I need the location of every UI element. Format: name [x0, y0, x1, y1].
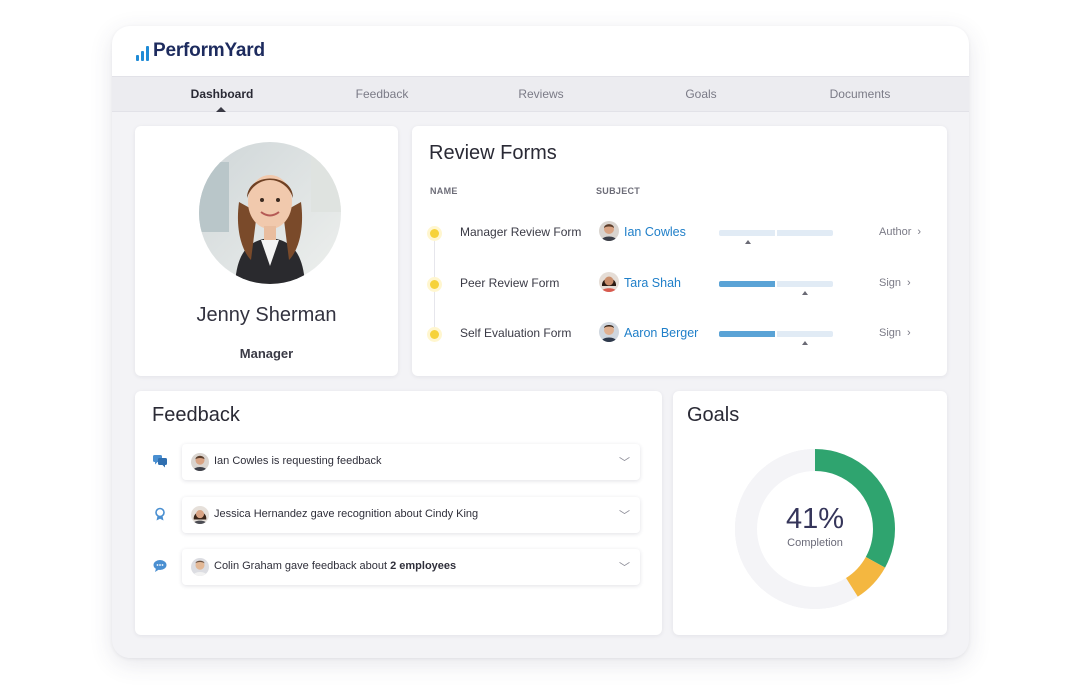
progress-fill: [719, 331, 776, 337]
chevron-down-icon[interactable]: ﹀: [619, 510, 630, 522]
progress-bar: [719, 331, 833, 337]
progress-bar: [719, 281, 833, 287]
action-label: Sign: [879, 327, 902, 339]
chevron-right-icon: ›: [907, 277, 911, 289]
goals-donut-chart: [735, 449, 895, 609]
chat-bubbles-icon: [153, 455, 167, 468]
review-row[interactable]: Peer Review Form Tara Shah Sign ›: [412, 268, 947, 298]
top-bar: PerformYard: [112, 26, 969, 76]
profile-avatar[interactable]: [199, 142, 341, 284]
action-label: Sign: [879, 277, 902, 289]
tab-goals[interactable]: Goals: [685, 87, 717, 101]
status-dot: [430, 229, 439, 238]
goals-card: Goals 41% Completion: [673, 391, 947, 635]
brand-logo[interactable]: PerformYard: [136, 40, 265, 62]
progress-marker: [745, 240, 751, 244]
feedback-text: Ian Cowles is requesting feedback: [214, 455, 382, 467]
author-action[interactable]: Author ›: [879, 226, 921, 238]
progress-marker: [802, 291, 808, 295]
profile-role: Manager: [239, 346, 294, 361]
completion-value: 41%: [785, 503, 845, 535]
donut-segment-complete: [735, 449, 895, 609]
active-tab-indicator: [216, 107, 226, 112]
progress-divider: [775, 281, 777, 287]
action-label: Author: [879, 226, 912, 238]
feedback-text-bold: 2 employees: [390, 560, 457, 572]
column-header-subject: SUBJECT: [596, 186, 641, 196]
progress-bar: [719, 230, 833, 236]
brand-name: PerformYard: [153, 40, 265, 61]
award-ribbon-icon: [155, 507, 165, 521]
review-row[interactable]: Manager Review Form Ian Cowles Author ›: [412, 217, 947, 247]
feedback-avatar: [191, 558, 209, 576]
main-nav: Dashboard Feedback Reviews Goals Documen…: [112, 76, 969, 112]
feedback-card: Feedback Ian Cowles is requesting feedba…: [135, 391, 662, 635]
subject-avatar: [599, 221, 619, 241]
app-window: PerformYard Dashboard Feedback Reviews G…: [112, 26, 969, 658]
profile-card: Jenny Sherman Manager: [135, 126, 398, 376]
progress-divider: [775, 230, 777, 236]
review-forms-card: Review Forms NAME SUBJECT Manager Review…: [412, 126, 947, 376]
sign-action[interactable]: Sign ›: [879, 327, 911, 339]
feedback-item[interactable]: Ian Cowles is requesting feedback ﹀: [182, 444, 640, 480]
progress-divider: [775, 331, 777, 337]
completion-label: Completion: [787, 537, 843, 549]
review-forms-title: Review Forms: [429, 142, 557, 164]
speech-bubble-icon: [153, 560, 167, 572]
form-name: Manager Review Form: [460, 225, 582, 239]
tab-documents[interactable]: Documents: [829, 87, 891, 101]
form-name: Self Evaluation Form: [460, 326, 572, 340]
goals-title: Goals: [687, 404, 740, 426]
review-row[interactable]: Self Evaluation Form Aaron Berger Sign ›: [412, 318, 947, 348]
subject-name-link[interactable]: Ian Cowles: [624, 225, 686, 239]
column-header-name: NAME: [430, 186, 458, 196]
chevron-down-icon[interactable]: ﹀: [619, 457, 630, 469]
subject-avatar: [599, 322, 619, 342]
sign-action[interactable]: Sign ›: [879, 277, 911, 289]
feedback-avatar: [191, 453, 209, 471]
feedback-text-prefix: Colin Graham gave feedback about: [214, 560, 391, 572]
chevron-right-icon: ›: [907, 327, 911, 339]
subject-avatar: [599, 272, 619, 292]
feedback-avatar: [191, 506, 209, 524]
progress-marker: [802, 341, 808, 345]
chevron-right-icon: ›: [917, 226, 922, 238]
logo-bars-icon: [136, 41, 149, 61]
feedback-text: Colin Graham gave feedback about 2 emplo…: [214, 560, 456, 572]
feedback-text: Jessica Hernandez gave recognition about…: [214, 508, 479, 520]
form-name: Peer Review Form: [460, 276, 560, 290]
subject-name-link[interactable]: Tara Shah: [624, 276, 681, 290]
status-dot: [430, 330, 439, 339]
tab-feedback[interactable]: Feedback: [355, 87, 409, 101]
feedback-item[interactable]: Jessica Hernandez gave recognition about…: [182, 497, 640, 533]
tab-dashboard[interactable]: Dashboard: [190, 87, 254, 101]
feedback-item[interactable]: Colin Graham gave feedback about 2 emplo…: [182, 549, 640, 585]
profile-name: Jenny Sherman: [196, 304, 337, 326]
subject-name-link[interactable]: Aaron Berger: [624, 326, 699, 340]
chevron-down-icon[interactable]: ﹀: [619, 562, 630, 574]
feedback-title: Feedback: [152, 404, 240, 426]
progress-fill: [719, 281, 776, 287]
status-dot: [430, 280, 439, 289]
tab-reviews[interactable]: Reviews: [518, 87, 564, 101]
